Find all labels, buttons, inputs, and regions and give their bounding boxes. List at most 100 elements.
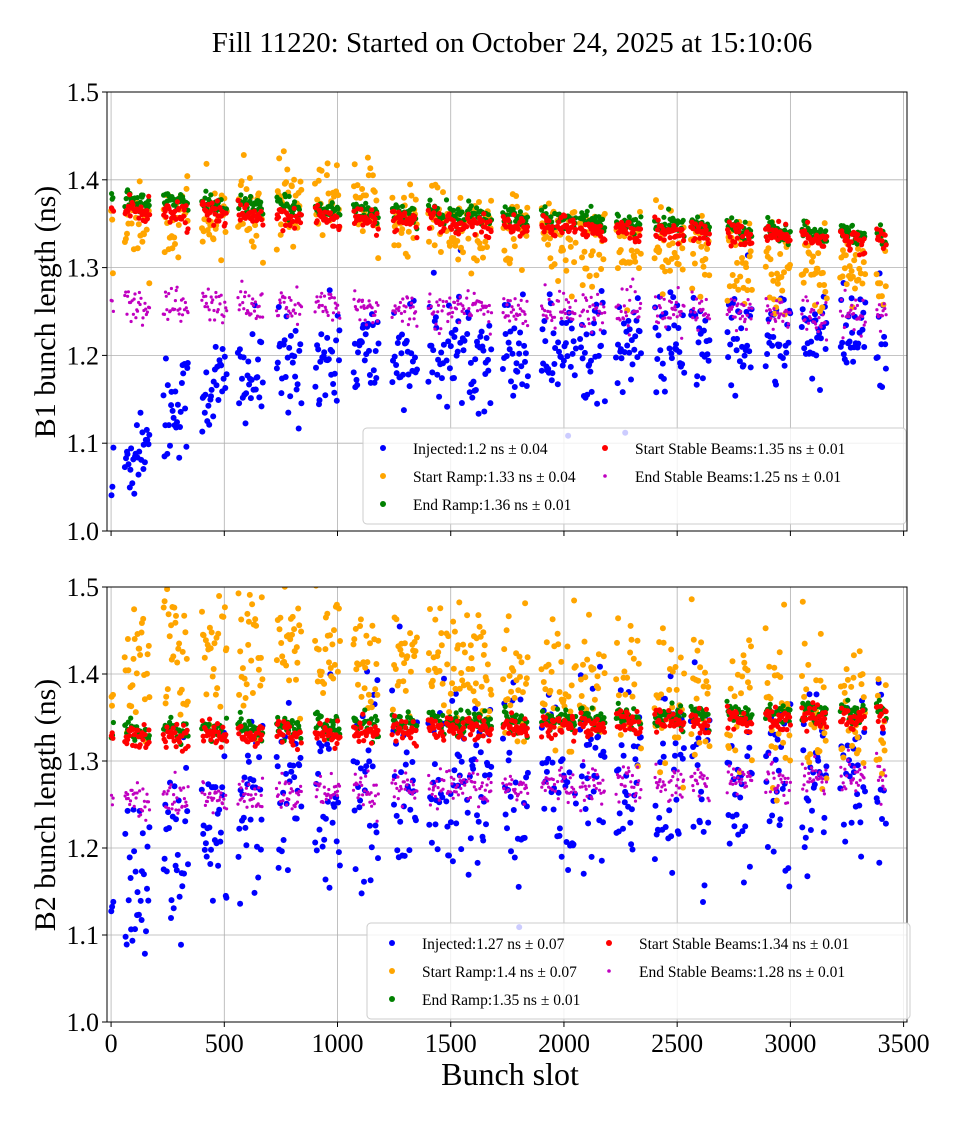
data-point: [591, 666, 597, 672]
data-point: [135, 728, 140, 733]
data-point: [629, 248, 635, 254]
data-point: [283, 663, 289, 669]
data-point: [143, 302, 146, 305]
data-point: [782, 314, 785, 317]
data-point: [568, 306, 571, 309]
data-point: [292, 308, 295, 311]
data-point: [298, 313, 301, 316]
data-point: [802, 844, 808, 850]
legend-marker: [380, 501, 386, 507]
data-point: [487, 320, 490, 323]
data-point: [334, 162, 340, 168]
data-point: [579, 314, 582, 317]
data-point: [510, 305, 513, 308]
data-point: [560, 230, 565, 235]
data-point: [323, 295, 326, 298]
data-point: [681, 233, 686, 238]
data-point: [210, 295, 213, 298]
data-point: [851, 257, 857, 263]
data-point: [132, 926, 138, 932]
data-point: [443, 798, 449, 804]
data-point: [513, 193, 519, 199]
data-point: [769, 317, 772, 320]
data-point: [312, 384, 318, 390]
data-point: [208, 318, 211, 321]
data-point: [843, 326, 846, 329]
data-point: [125, 636, 131, 642]
data-point: [748, 643, 754, 649]
data-point: [814, 322, 817, 325]
data-point: [285, 559, 291, 565]
data-point: [603, 311, 606, 314]
data-point: [560, 756, 566, 762]
data-point: [524, 383, 530, 389]
data-point: [184, 173, 190, 179]
y-tick-label: 1.3: [67, 254, 100, 283]
data-point: [172, 620, 178, 626]
data-point: [634, 290, 637, 293]
data-point: [654, 356, 660, 362]
data-point: [439, 375, 445, 381]
data-point: [680, 337, 683, 340]
data-point: [389, 195, 395, 201]
data-point: [207, 861, 213, 867]
data-point: [167, 292, 170, 295]
data-point: [243, 842, 249, 848]
data-point: [337, 311, 340, 314]
data-point: [514, 713, 519, 718]
data-point: [627, 650, 633, 656]
data-point: [313, 365, 319, 371]
data-point: [432, 204, 437, 209]
data-point: [739, 224, 744, 229]
data-point: [588, 305, 591, 308]
data-point: [335, 192, 341, 198]
data-point: [631, 278, 634, 281]
data-point: [675, 325, 681, 331]
data-point: [173, 308, 176, 311]
data-point: [203, 840, 209, 846]
data-point: [602, 237, 607, 242]
data-point: [436, 394, 442, 400]
data-point: [787, 322, 790, 325]
data-point: [372, 189, 378, 195]
data-point: [568, 311, 571, 314]
data-point: [285, 410, 291, 416]
data-point: [373, 823, 379, 829]
data-point: [175, 852, 181, 858]
data-point: [236, 826, 242, 832]
data-point: [511, 807, 517, 813]
data-point: [126, 461, 132, 467]
data-point: [414, 225, 419, 230]
data-point: [237, 346, 243, 352]
data-point: [448, 343, 454, 349]
data-point: [809, 376, 815, 382]
x-tick-label: 3000: [764, 1029, 816, 1058]
data-point: [524, 675, 530, 681]
data-point: [580, 355, 586, 361]
data-point: [853, 328, 856, 331]
data-point: [180, 649, 186, 655]
data-point: [877, 698, 882, 703]
data-point: [324, 172, 330, 178]
data-point: [776, 768, 782, 774]
data-point: [598, 224, 603, 229]
data-point: [199, 429, 205, 435]
data-point: [374, 211, 379, 216]
data-point: [400, 372, 406, 378]
data-point: [258, 847, 264, 853]
data-point: [852, 286, 858, 292]
data-point: [211, 223, 216, 228]
data-point: [289, 214, 294, 219]
data-point: [844, 360, 850, 366]
data-point: [213, 692, 219, 698]
data-point: [555, 339, 561, 345]
data-point: [861, 344, 867, 350]
data-point: [414, 310, 417, 313]
data-point: [810, 254, 816, 260]
data-point: [703, 739, 709, 745]
data-point: [175, 254, 181, 260]
data-point: [506, 750, 512, 756]
data-point: [554, 327, 557, 330]
data-point: [680, 756, 686, 762]
legend-label: End Stable Beams:1.25 ns ± 0.01: [635, 469, 841, 486]
